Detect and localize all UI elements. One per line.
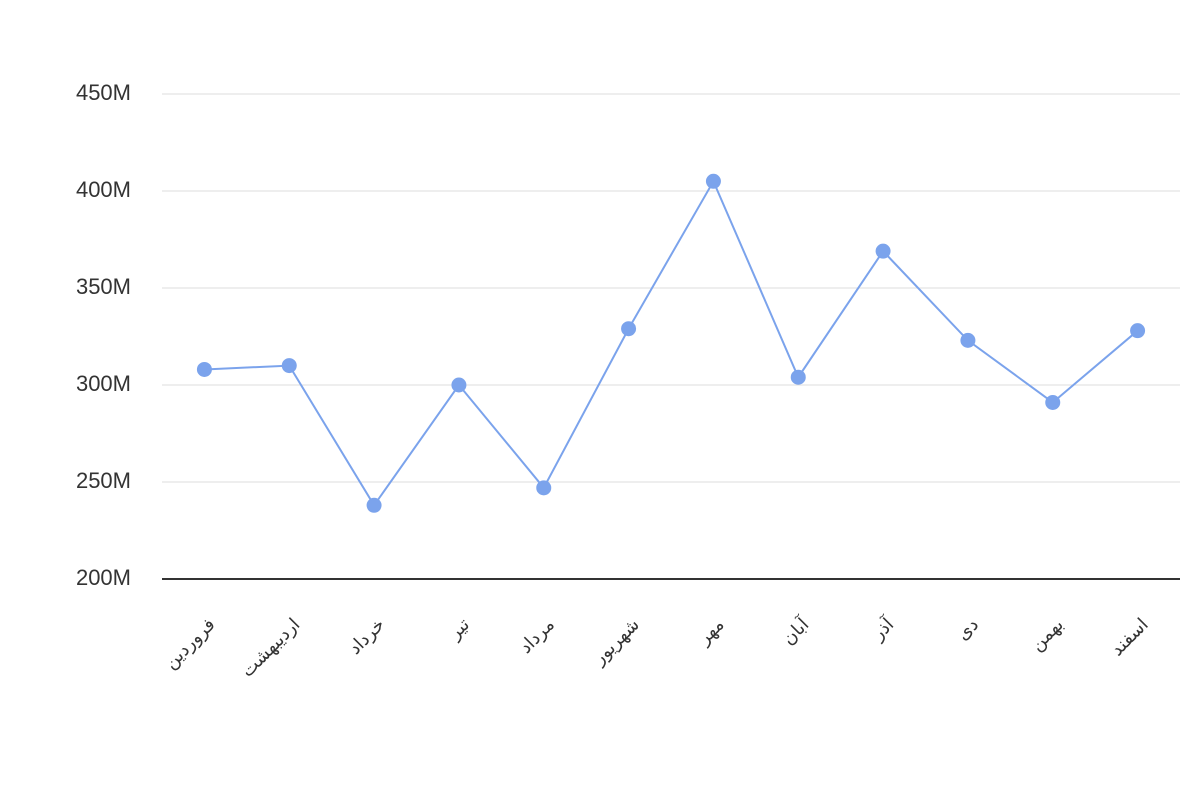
line <box>204 179 1139 508</box>
point <box>1130 323 1146 339</box>
point <box>1045 394 1061 410</box>
x-tick-label: آبان <box>777 612 814 649</box>
point <box>875 243 891 259</box>
x-tick-label: مرداد <box>515 614 559 658</box>
y-tick-label: 300M <box>76 371 131 396</box>
point <box>451 377 467 393</box>
y-tick-label: 350M <box>76 274 131 299</box>
y-tick-label: 250M <box>76 468 131 493</box>
x-tick-label: آذر <box>866 612 899 645</box>
x-tick-label: اردیبهشت <box>237 614 304 681</box>
point <box>621 321 637 337</box>
x-tick-label: مهر <box>693 614 728 649</box>
y-tick-label: 400M <box>76 177 131 202</box>
point <box>705 173 721 189</box>
x-tick-label: فروردین <box>160 614 219 673</box>
x-tick-label: اسفند <box>1107 614 1153 660</box>
x-tick-label: بهمن <box>1027 614 1068 655</box>
x-tick-label: خرداد <box>345 614 390 659</box>
x-tick-label: دی <box>953 614 983 644</box>
point <box>790 369 806 385</box>
point <box>281 358 297 374</box>
y-tick-label: 450M <box>76 80 131 105</box>
x-tick-label: تیر <box>444 614 474 644</box>
x-tick-label: شهریور <box>588 614 643 669</box>
point <box>366 497 382 513</box>
point <box>960 332 976 348</box>
y-tick-label: 200M <box>76 565 131 590</box>
point <box>536 480 552 496</box>
point <box>196 361 212 377</box>
